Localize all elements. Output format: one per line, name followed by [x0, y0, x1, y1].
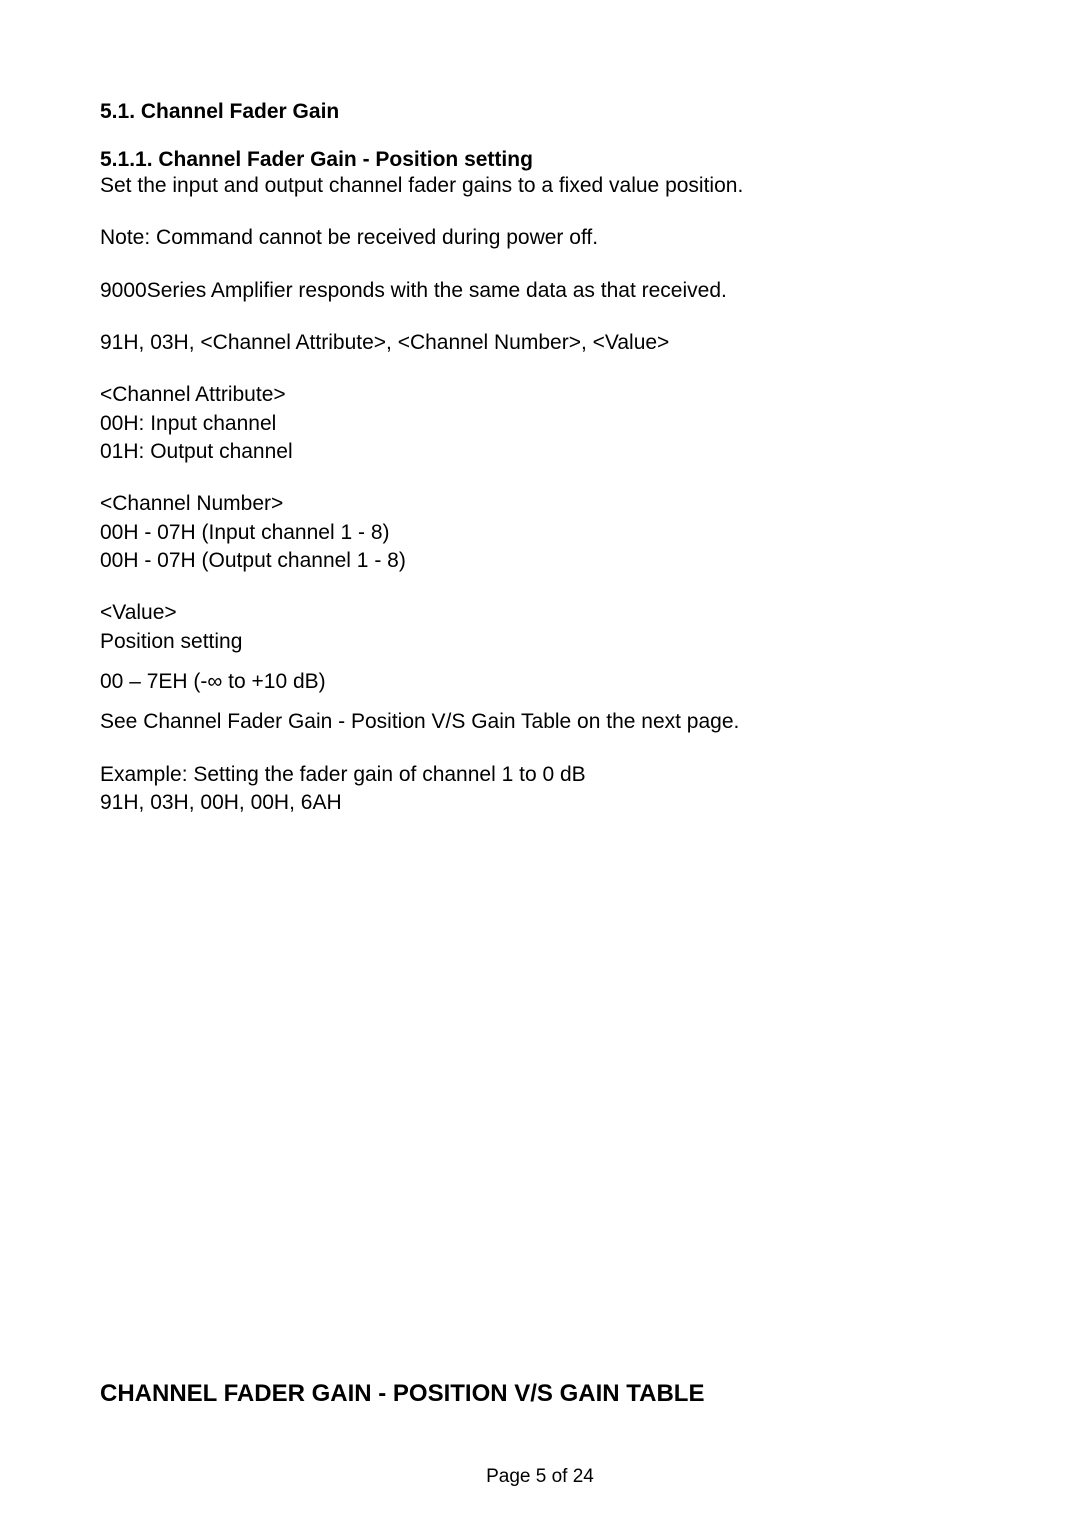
command-syntax: 91H, 03H, <Channel Attribute>, <Channel … [100, 329, 980, 357]
document-page: 5.1. Channel Fader Gain 5.1.1. Channel F… [0, 0, 1080, 1528]
num-input: 00H - 07H (Input channel 1 - 8) [100, 519, 980, 547]
attr-01h: 01H: Output channel [100, 438, 980, 466]
example-desc: Example: Setting the fader gain of chann… [100, 761, 980, 789]
note-text: Note: Command cannot be received during … [100, 224, 980, 252]
num-output: 00H - 07H (Output channel 1 - 8) [100, 547, 980, 575]
example-bytes: 91H, 03H, 00H, 00H, 6AH [100, 789, 980, 817]
section-heading-5-1: 5.1. Channel Fader Gain [100, 100, 980, 124]
value-label: <Value> [100, 599, 980, 627]
intro-text: Set the input and output channel fader g… [100, 172, 980, 200]
value-desc: Position setting [100, 628, 980, 656]
response-text: 9000Series Amplifier responds with the s… [100, 277, 980, 305]
section-heading-5-1-1: 5.1.1. Channel Fader Gain - Position set… [100, 148, 980, 172]
see-reference: See Channel Fader Gain - Position V/S Ga… [100, 708, 980, 736]
channel-attribute-label: <Channel Attribute> [100, 381, 980, 409]
footer-table-title: CHANNEL FADER GAIN - POSITION V/S GAIN T… [100, 1380, 704, 1408]
attr-00h: 00H: Input channel [100, 410, 980, 438]
page-number: Page 5 of 24 [0, 1466, 1080, 1488]
channel-number-label: <Channel Number> [100, 490, 980, 518]
value-range: 00 – 7EH (-∞ to +10 dB) [100, 668, 980, 696]
